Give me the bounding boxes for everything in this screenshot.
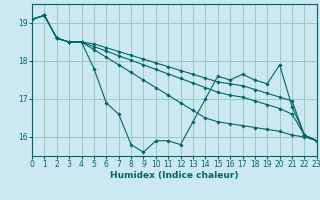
- X-axis label: Humidex (Indice chaleur): Humidex (Indice chaleur): [110, 171, 239, 180]
